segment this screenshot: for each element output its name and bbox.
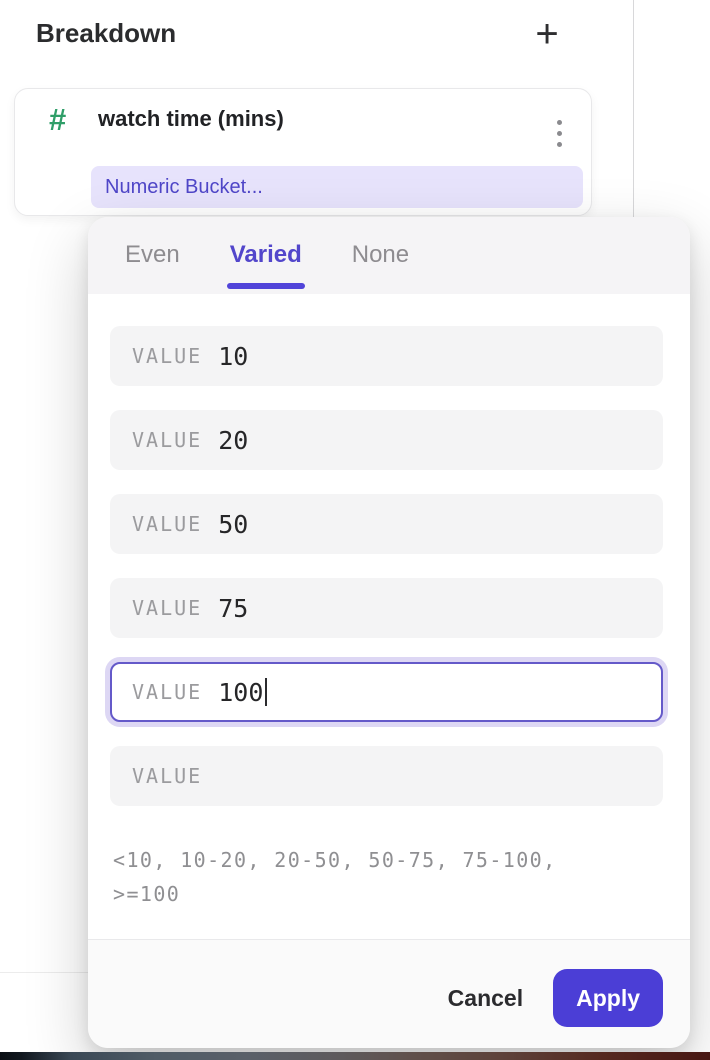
value-text: 75 xyxy=(218,593,249,623)
numeric-type-icon: # xyxy=(49,102,67,137)
numeric-bucket-popup: Even Varied None VALUE 10 VALUE 20 VALUE… xyxy=(88,217,690,1048)
value-input[interactable]: VALUE 20 xyxy=(110,410,663,470)
value-input-focused[interactable]: VALUE 100 xyxy=(110,662,663,722)
value-text: 50 xyxy=(218,509,249,539)
value-input-empty[interactable]: VALUE xyxy=(110,746,663,806)
value-rows: VALUE 10 VALUE 20 VALUE 50 VALUE 75 VALU… xyxy=(110,294,663,806)
numeric-bucket-selector[interactable]: Numeric Bucket... xyxy=(91,166,583,208)
apply-button[interactable]: Apply xyxy=(553,969,663,1027)
tab-none[interactable]: None xyxy=(351,241,410,268)
value-label: VALUE xyxy=(132,680,203,704)
value-text: 20 xyxy=(218,425,249,455)
value-label: VALUE xyxy=(132,764,203,788)
tab-even[interactable]: Even xyxy=(125,241,180,268)
bucket-preview-line1: <10, 10-20, 20-50, 50-75, 75-100, xyxy=(113,848,557,872)
value-label: VALUE xyxy=(132,344,203,368)
value-input[interactable]: VALUE 10 xyxy=(110,326,663,386)
popup-footer: Cancel Apply xyxy=(88,940,690,1048)
footer-divider xyxy=(88,939,690,940)
text-cursor xyxy=(265,678,268,706)
value-text: 100 xyxy=(218,677,264,707)
panel-right-divider xyxy=(633,0,634,222)
bucket-mode-tabs: Even Varied None xyxy=(88,217,690,294)
cancel-button[interactable]: Cancel xyxy=(447,984,524,1011)
value-text: 10 xyxy=(218,341,249,371)
value-label: VALUE xyxy=(132,596,203,620)
plus-icon: + xyxy=(535,12,559,56)
property-name: watch time (mins) xyxy=(98,106,284,131)
background-chart-edge xyxy=(0,1052,710,1060)
background-section-divider xyxy=(0,972,88,973)
value-label: VALUE xyxy=(132,512,203,536)
value-label: VALUE xyxy=(132,428,203,452)
panel-title: Breakdown xyxy=(36,18,177,48)
numeric-bucket-label: Numeric Bucket... xyxy=(105,175,263,198)
value-input[interactable]: VALUE 75 xyxy=(110,578,663,638)
kebab-menu-icon[interactable] xyxy=(547,113,571,153)
add-breakdown-button[interactable]: + xyxy=(524,8,570,60)
breakdown-property-card: # watch time (mins) Numeric Bucket... xyxy=(14,88,592,216)
tab-varied[interactable]: Varied xyxy=(226,241,305,289)
bucket-preview: <10, 10-20, 20-50, 50-75, 75-100, >=100 xyxy=(113,843,673,911)
bucket-preview-line2: >=100 xyxy=(113,882,181,906)
value-input[interactable]: VALUE 50 xyxy=(110,494,663,554)
